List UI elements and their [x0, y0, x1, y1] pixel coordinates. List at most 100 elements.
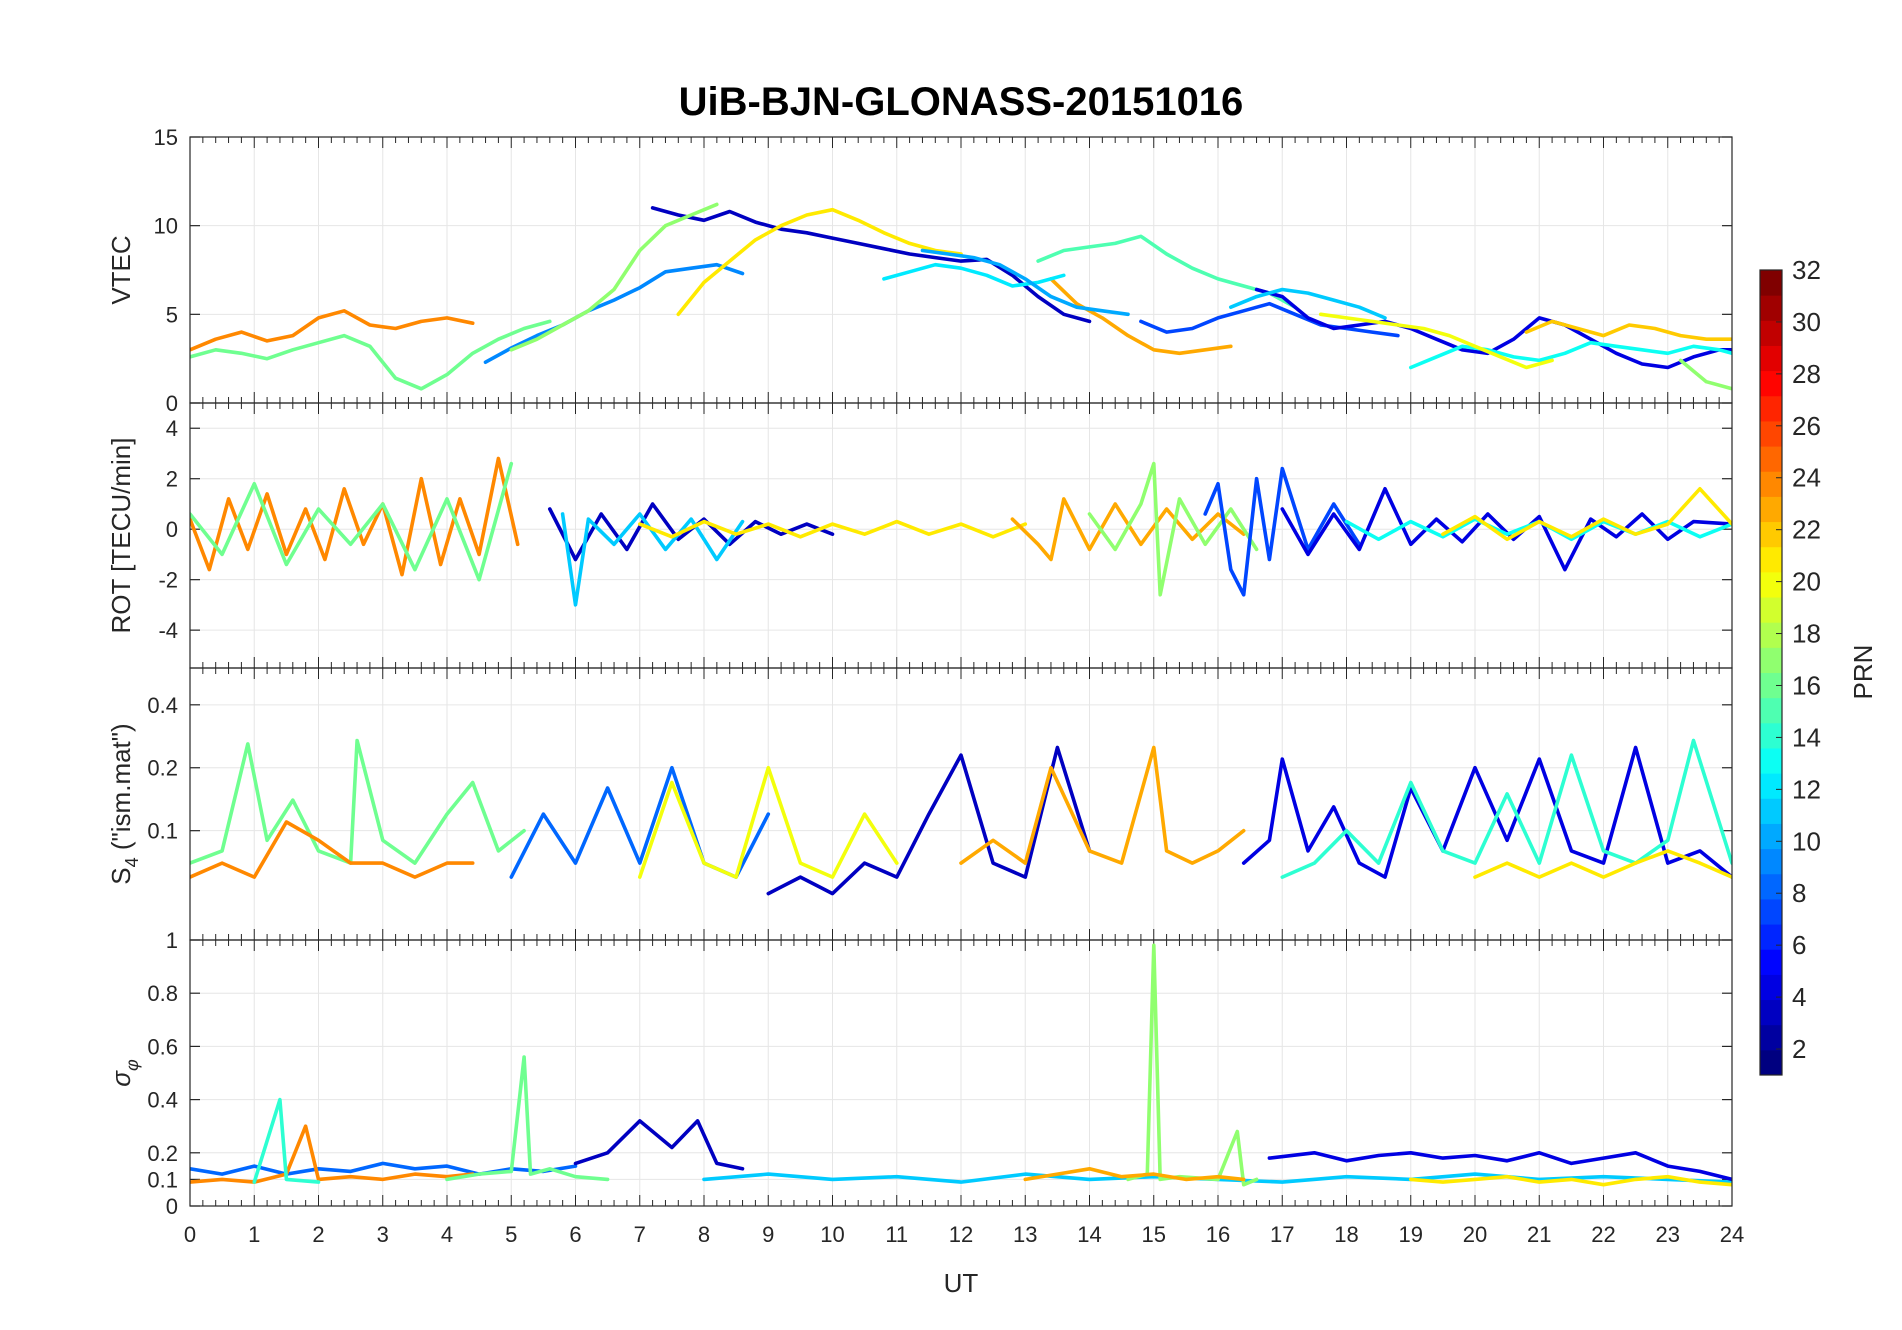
series-line-prn-3 [573, 1119, 745, 1171]
colorbar-segment [1760, 571, 1782, 598]
y-tick-label: 0.2 [147, 1141, 178, 1166]
x-tick-label: 24 [1720, 1222, 1744, 1247]
x-tick-label: 19 [1399, 1222, 1423, 1247]
y-tick-label: 0.4 [147, 1088, 178, 1113]
series-line-prn-17 [1678, 358, 1732, 391]
x-tick-label: 8 [698, 1222, 710, 1247]
y-tick-label: 15 [154, 125, 178, 150]
x-tick-label: 12 [949, 1222, 973, 1247]
series-line-prn-15 [1036, 234, 1297, 309]
colorbar-segment [1760, 1049, 1782, 1076]
x-tick-label: 23 [1656, 1222, 1680, 1247]
series-line-prn-11 [560, 512, 745, 607]
y-tick-label: -2 [158, 568, 178, 593]
series-line-prn-4 [1280, 487, 1732, 572]
x-tick-label: 18 [1334, 1222, 1358, 1247]
panel-s4: 0.10.20.4S4 ("ism.mat") [106, 667, 1733, 941]
series-line-prn-24 [190, 1124, 475, 1184]
series-line-prn-24 [190, 456, 520, 577]
colorbar-segment [1760, 270, 1782, 296]
colorbar-tick-label: 22 [1792, 515, 1821, 545]
y-tick-label: -4 [158, 618, 178, 643]
colorbar-segment [1760, 823, 1782, 850]
colorbar-tick-label: 28 [1792, 359, 1821, 389]
panel-vtec: 0 5 10 15 VTEC [106, 125, 1733, 416]
series-line-prn-21 [676, 207, 963, 317]
series-line-prn-23 [1049, 277, 1233, 356]
y-axis-label: σφ [106, 1059, 142, 1087]
colorbar-segment [1760, 320, 1782, 346]
colorbar-tick-label: 18 [1792, 619, 1821, 649]
colorbar-tick-label: 6 [1792, 930, 1806, 960]
series-group [190, 202, 1732, 391]
series-line-prn-21 [1473, 849, 1732, 879]
series-group [190, 738, 1732, 896]
colorbar-segment [1760, 722, 1782, 749]
colorbar-tick-label: 10 [1792, 826, 1821, 856]
y-axis-label-main: S [106, 867, 136, 884]
colorbar-segment [1760, 420, 1782, 447]
series-line-prn-21 [1409, 1174, 1732, 1187]
colorbar-tick-label: 14 [1792, 722, 1821, 752]
series-line-prn-12 [882, 262, 1066, 288]
colorbar-segment [1760, 597, 1782, 623]
x-tick-label: 16 [1206, 1222, 1230, 1247]
series-line-prn-13 [1409, 340, 1732, 370]
colorbar-segment [1760, 622, 1782, 648]
colorbar-segment [1760, 471, 1782, 497]
x-tick-label: 17 [1270, 1222, 1294, 1247]
y-tick-label: 0 [166, 517, 178, 542]
x-tick-label: 22 [1591, 1222, 1615, 1247]
colorbar-tick-label: 32 [1792, 255, 1821, 285]
series-line-prn-7 [1139, 301, 1400, 338]
y-tick-label: 5 [166, 302, 178, 327]
colorbar-segment [1760, 798, 1782, 824]
series-line-prn-10 [920, 248, 1130, 317]
series-line-prn-20 [1319, 312, 1554, 370]
series-line-prn-22 [1524, 319, 1732, 341]
colorbar-segment [1760, 521, 1782, 548]
x-tick-label: 7 [634, 1222, 646, 1247]
y-axis-label: ROT [TECU/min] [106, 438, 136, 634]
series-line-prn-23 [1010, 497, 1246, 562]
colorbar-segment [1760, 747, 1782, 774]
series-line-prn-16 [190, 319, 552, 391]
y-tick-label: 1 [166, 928, 178, 953]
x-tick-label: 9 [762, 1222, 774, 1247]
series-line-prn-14 [252, 1097, 321, 1184]
y-tick-label: 0.1 [147, 819, 178, 844]
y-tick-label: 4 [166, 416, 178, 441]
colorbar-segment [1760, 773, 1782, 799]
colorbar-label: PRN [1848, 645, 1878, 700]
colorbar-segment [1760, 345, 1782, 372]
x-tick-label: 13 [1013, 1222, 1037, 1247]
x-tick-label: 6 [569, 1222, 581, 1247]
panel-rot: -4 -2 0 2 4 ROT [TECU/min] [106, 402, 1733, 669]
x-tick-label: 15 [1142, 1222, 1166, 1247]
colorbar-segment [1760, 974, 1782, 1001]
y-axis-label-sub: φ [122, 1059, 142, 1071]
series-line-prn-7 [1203, 466, 1362, 597]
colorbar-segment [1760, 999, 1782, 1026]
colorbar-segment [1760, 924, 1782, 950]
series-line-prn-16 [190, 738, 526, 865]
colorbar-segment [1760, 697, 1782, 724]
y-tick-label: 0.4 [147, 693, 178, 718]
x-tick-label: 11 [885, 1222, 908, 1247]
colorbar-segment [1760, 295, 1782, 321]
series-line-prn-17 [509, 202, 719, 352]
colorbar-tick-label: 8 [1792, 878, 1806, 908]
series-line-prn-4 [1267, 1151, 1732, 1182]
colorbar-segment [1760, 546, 1782, 573]
colorbar-segment [1760, 898, 1782, 925]
colorbar-segment [1760, 1024, 1782, 1051]
x-tick-label: 0 [184, 1222, 196, 1247]
x-tick-label: 2 [312, 1222, 324, 1247]
x-tick-label: 10 [820, 1222, 844, 1247]
series-line-prn-17 [1126, 943, 1259, 1187]
series-line-prn-9 [483, 262, 745, 364]
series-line-prn-16 [190, 461, 514, 582]
x-tick-label: 4 [441, 1222, 453, 1247]
